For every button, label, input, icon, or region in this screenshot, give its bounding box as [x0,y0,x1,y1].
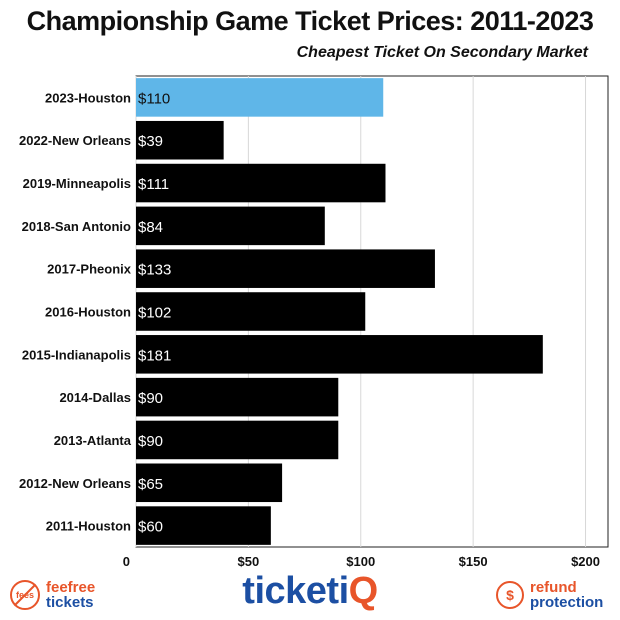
bar-value-label: $111 [138,176,169,193]
bar-chart: 0 $50 $100 $150 $200 $110 2023-Houston $39 2022-… [19,75,609,569]
x-tick-label: $200 [571,554,600,569]
y-category-label: 2014-Dallas [59,390,131,405]
ticketiq-logo-text: ticketi [242,570,349,612]
y-category-label: 2017-Pheonix [47,262,132,277]
y-category-label: 2013-Atlanta [54,433,132,448]
feefree-logo: fees feefree tickets [10,580,95,610]
y-category-label: 2018-San Antonio [22,219,131,234]
bar [136,420,339,460]
x-tick-label: 0 [123,554,130,569]
bar-value-label: $181 [138,347,171,364]
bar [136,335,543,374]
bar-value-label: $60 [138,519,163,536]
bar [136,163,386,203]
y-category-label: 2023-Houston [45,90,131,105]
bar-value-label: $90 [138,433,163,450]
bar [136,249,435,288]
tickets-label: tickets [46,594,94,611]
chart-subtitle: Cheapest Ticket On Secondary Market [296,44,588,61]
y-category-label: 2016-Houston [45,305,131,320]
x-tick-label: $150 [459,554,488,569]
feefree-label: feefree [46,579,96,596]
y-category-label: 2019-Minneapolis [23,176,131,191]
bar [136,377,339,417]
ticketiq-logo: ticketiQ [0,570,620,613]
bar [136,463,283,503]
refund-label: refund [530,579,577,596]
bar-value-label: $110 [138,90,170,107]
refund-protection-logo: $ refund protection [496,580,603,610]
chart-title: Championship Game Ticket Prices: 2011-20… [26,6,594,36]
no-fees-icon: fees [10,580,40,610]
dollar-refund-icon: $ [496,581,524,609]
ticketiq-logo-q: Q [348,570,379,612]
bar-value-label: $39 [138,133,163,150]
bar [136,206,325,246]
bar [136,292,366,331]
bar [136,78,384,117]
bar-value-label: $133 [138,262,171,279]
bar-value-label: $90 [138,390,163,407]
x-tick-label: $100 [346,554,375,569]
y-category-label: 2011-Houston [46,519,131,534]
bar-value-label: $65 [138,476,163,493]
y-category-label: 2015-Indianapolis [22,347,131,362]
protection-label: protection [530,594,604,611]
y-category-label: 2022-New Orleans [19,133,131,148]
bar [136,506,271,545]
bar [136,120,224,160]
x-tick-label: $50 [238,554,260,569]
bar-value-label: $102 [138,305,171,322]
bar-value-label: $84 [138,219,163,236]
y-category-label: 2012-New Orleans [19,476,131,491]
